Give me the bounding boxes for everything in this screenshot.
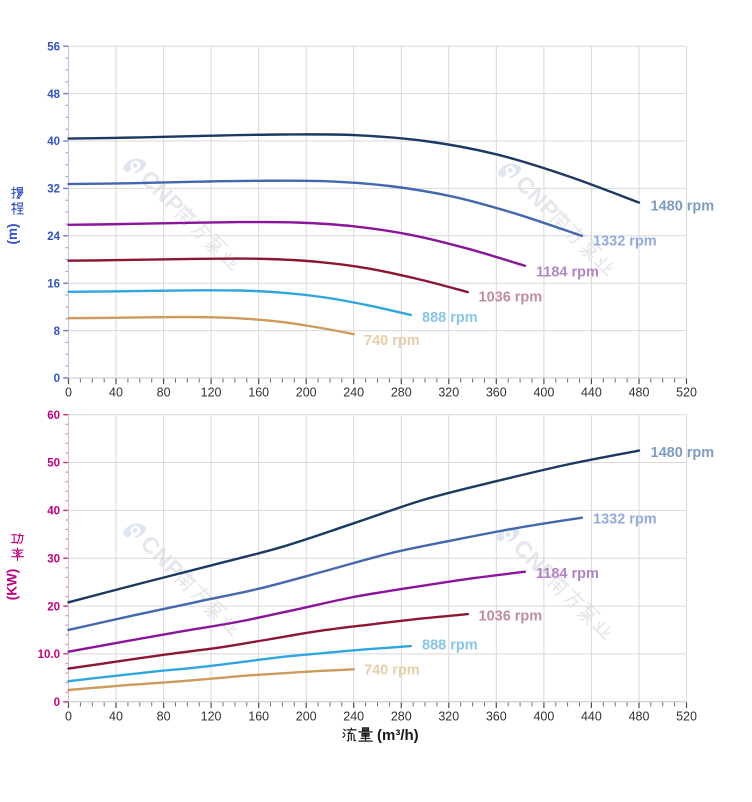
svg-text:80: 80 <box>157 710 171 724</box>
svg-text:360: 360 <box>486 386 507 400</box>
svg-text:56: 56 <box>47 41 60 53</box>
svg-text:20: 20 <box>47 601 60 613</box>
svg-text:40: 40 <box>109 710 123 724</box>
svg-text:888 rpm: 888 rpm <box>422 638 478 654</box>
svg-text:200: 200 <box>296 710 317 724</box>
svg-text:888 rpm: 888 rpm <box>422 310 478 326</box>
svg-text:50: 50 <box>47 458 60 470</box>
svg-text:40: 40 <box>47 136 60 148</box>
svg-text:740 rpm: 740 rpm <box>364 333 420 349</box>
svg-text:400: 400 <box>533 710 554 724</box>
svg-text:0: 0 <box>54 697 60 709</box>
svg-text:(KW): (KW) <box>5 569 20 600</box>
svg-text:280: 280 <box>391 386 412 400</box>
svg-text:440: 440 <box>581 710 602 724</box>
svg-text:1036 rpm: 1036 rpm <box>479 609 543 625</box>
svg-text:280: 280 <box>391 710 412 724</box>
svg-text:(m): (m) <box>5 224 20 245</box>
svg-text:80: 80 <box>157 386 171 400</box>
svg-text:8: 8 <box>54 326 61 338</box>
svg-text:160: 160 <box>248 386 269 400</box>
svg-text:30: 30 <box>47 554 60 566</box>
svg-text:120: 120 <box>201 386 222 400</box>
svg-text:1184 rpm: 1184 rpm <box>536 265 599 281</box>
svg-text:360: 360 <box>486 710 507 724</box>
svg-text:0: 0 <box>54 373 60 385</box>
svg-text:440: 440 <box>581 386 602 400</box>
svg-text:32: 32 <box>47 184 60 196</box>
svg-text:10.0: 10.0 <box>38 649 60 661</box>
svg-text:520: 520 <box>676 710 697 724</box>
svg-text:(m³/h): (m³/h) <box>377 727 419 744</box>
svg-text:1480 rpm: 1480 rpm <box>651 445 715 461</box>
svg-text:48: 48 <box>47 89 60 101</box>
svg-text:40: 40 <box>47 506 60 518</box>
svg-text:120: 120 <box>201 710 222 724</box>
svg-text:240: 240 <box>343 386 364 400</box>
svg-text:0: 0 <box>65 710 72 724</box>
svg-text:0: 0 <box>65 386 72 400</box>
svg-text:320: 320 <box>438 710 459 724</box>
svg-text:240: 240 <box>343 710 364 724</box>
svg-text:16: 16 <box>47 278 60 290</box>
svg-text:1480 rpm: 1480 rpm <box>651 199 715 215</box>
svg-text:520: 520 <box>676 386 697 400</box>
svg-text:480: 480 <box>629 710 650 724</box>
svg-text:320: 320 <box>438 386 459 400</box>
svg-text:24: 24 <box>47 231 60 243</box>
svg-text:60: 60 <box>47 410 60 422</box>
svg-text:400: 400 <box>533 386 554 400</box>
svg-text:1332 rpm: 1332 rpm <box>593 234 657 250</box>
svg-text:1036 rpm: 1036 rpm <box>479 290 543 306</box>
svg-text:1332 rpm: 1332 rpm <box>593 512 657 528</box>
svg-text:740 rpm: 740 rpm <box>364 663 420 679</box>
svg-text:1184 rpm: 1184 rpm <box>536 566 599 582</box>
svg-text:40: 40 <box>109 386 123 400</box>
svg-text:160: 160 <box>248 710 269 724</box>
svg-text:480: 480 <box>629 386 650 400</box>
svg-text:200: 200 <box>296 386 317 400</box>
